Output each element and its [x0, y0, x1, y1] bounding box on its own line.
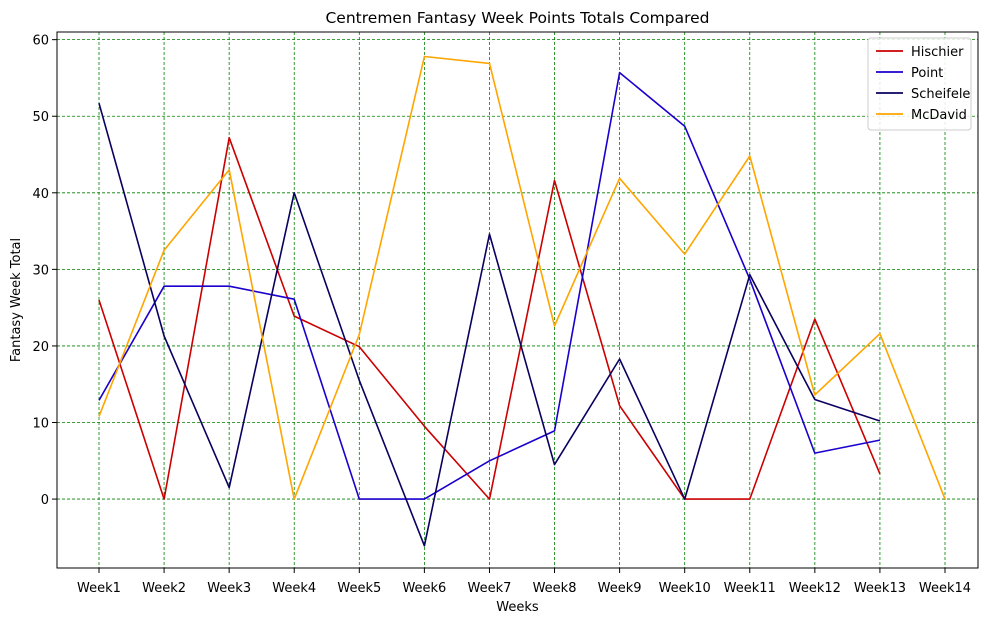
legend-box — [867, 37, 972, 131]
legend-label: McDavid — [911, 108, 967, 123]
x-tick-label: Week13 — [854, 581, 906, 596]
grid — [57, 32, 978, 568]
y-axis-title: Fantasy Week Total — [9, 238, 24, 362]
y-tick-label: 20 — [32, 340, 49, 355]
x-tick-label: Week6 — [402, 581, 446, 596]
legend-label: Point — [911, 66, 943, 81]
x-tick-label: Week14 — [919, 581, 971, 596]
y-tick-label: 50 — [32, 110, 49, 125]
chart-title: Centremen Fantasy Week Points Totals Com… — [325, 9, 709, 27]
legend-label: Hischier — [911, 45, 964, 60]
legend-label: Scheifele — [911, 87, 970, 102]
x-tick-label: Week7 — [468, 581, 512, 596]
x-tick-label: Week4 — [272, 581, 316, 596]
series-line-scheifele — [98, 102, 881, 547]
x-tick-label: Week9 — [598, 581, 642, 596]
series-line-point — [98, 71, 881, 500]
x-tick-label: Week5 — [337, 581, 381, 596]
y-tick-label: 30 — [32, 263, 49, 278]
axis-ticks: Week1 Week2 Week3 Week4 Week5 Week6 Week7 Week8… — [32, 34, 971, 596]
series-lines — [98, 55, 946, 547]
plot-frame — [56, 31, 979, 569]
y-tick-label: 0 — [41, 493, 49, 508]
x-tick-label: Week8 — [533, 581, 577, 596]
x-tick-label: Week1 — [77, 581, 121, 596]
x-tick-label: Week12 — [789, 581, 841, 596]
x-tick-label: Week2 — [142, 581, 186, 596]
y-tick-label: 60 — [32, 34, 49, 49]
x-tick-label: Week11 — [724, 581, 776, 596]
x-axis-title: Weeks — [496, 600, 539, 615]
series-line-hischier — [98, 136, 881, 500]
y-tick-label: 10 — [32, 417, 49, 432]
x-tick-label: Week3 — [207, 581, 251, 596]
series-line-mcdavid — [98, 55, 946, 500]
x-tick-label: Week10 — [659, 581, 711, 596]
y-tick-label: 40 — [32, 187, 49, 202]
legend: Hischier Point Scheifele McDavid — [867, 37, 972, 131]
